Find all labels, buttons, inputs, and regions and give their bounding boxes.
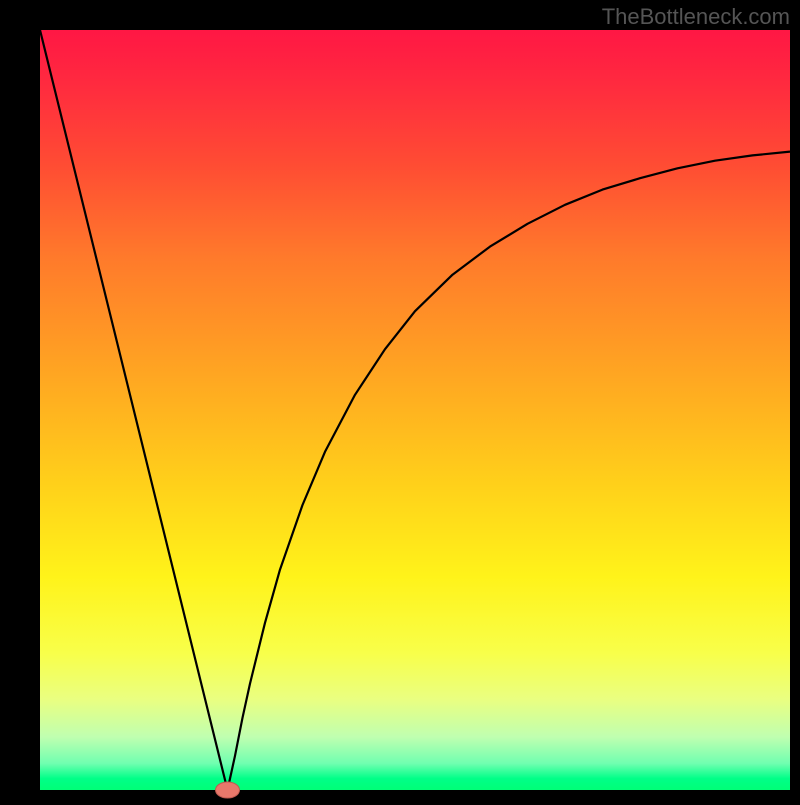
chart-svg <box>0 0 800 800</box>
bottleneck-chart: TheBottleneck.com <box>0 0 800 800</box>
watermark-text: TheBottleneck.com <box>602 4 790 30</box>
vertex-marker <box>216 782 240 798</box>
